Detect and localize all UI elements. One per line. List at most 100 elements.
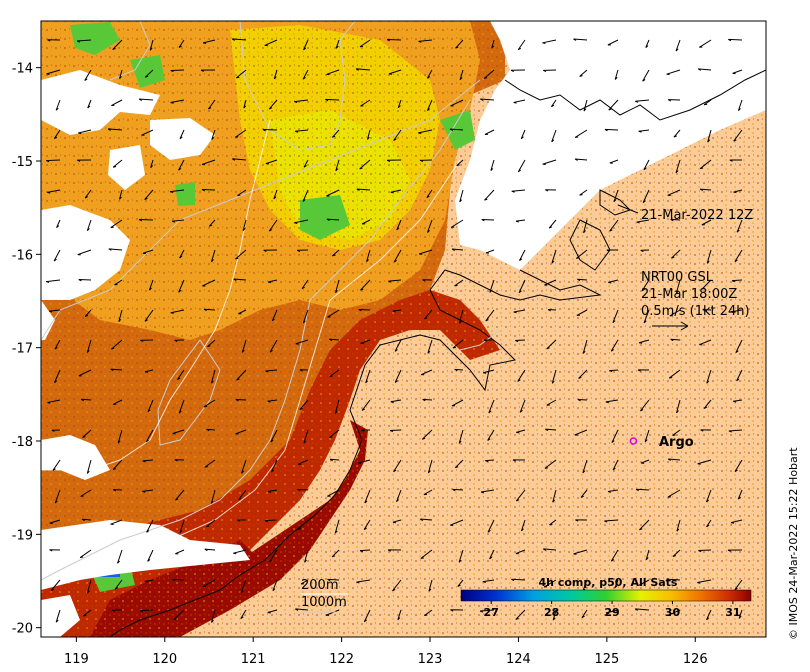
current-vector-head bbox=[144, 580, 148, 583]
current-vector bbox=[393, 459, 402, 473]
current-vector bbox=[548, 219, 557, 229]
current-vector bbox=[610, 339, 619, 352]
argo-float-marker[interactable] bbox=[629, 437, 638, 445]
current-vector bbox=[675, 159, 681, 173]
contour-200m-label: 200m bbox=[301, 578, 338, 593]
current-vector bbox=[303, 429, 309, 444]
current-vector bbox=[365, 369, 371, 384]
current-vector bbox=[480, 489, 495, 493]
current-vector-head bbox=[611, 559, 615, 562]
current-vector bbox=[238, 489, 247, 501]
current-vector bbox=[361, 219, 371, 225]
current-vector-head bbox=[458, 559, 462, 563]
current-vector-head bbox=[178, 45, 182, 48]
current-vector bbox=[573, 38, 588, 41]
current-vector-head bbox=[670, 218, 674, 222]
current-vector bbox=[329, 338, 340, 341]
current-vector-head bbox=[734, 587, 738, 591]
current-vector bbox=[303, 39, 309, 51]
scale-arrow bbox=[652, 321, 689, 331]
current-vector bbox=[579, 189, 588, 196]
current-vector-head bbox=[389, 430, 394, 433]
current-vector bbox=[551, 99, 557, 107]
x-tick-label: 125 bbox=[594, 652, 619, 667]
current-vector bbox=[675, 279, 681, 294]
current-vector-head bbox=[47, 191, 51, 194]
current-vector bbox=[701, 279, 712, 290]
current-vector-head bbox=[520, 136, 524, 140]
current-vector-head bbox=[114, 587, 119, 590]
current-vector bbox=[545, 428, 557, 431]
current-vector bbox=[515, 489, 526, 502]
current-vector bbox=[204, 459, 216, 468]
current-vector-head bbox=[635, 100, 639, 103]
current-vector-head bbox=[419, 159, 424, 162]
current-vector bbox=[170, 189, 185, 193]
current-vector-head bbox=[236, 378, 240, 381]
current-vector bbox=[145, 429, 154, 443]
current-vector bbox=[110, 519, 123, 525]
current-vector bbox=[294, 99, 309, 103]
current-vector-head bbox=[547, 309, 551, 312]
current-vector-head bbox=[575, 519, 579, 522]
current-vector bbox=[144, 369, 154, 373]
current-vector-head bbox=[236, 76, 240, 79]
current-vector bbox=[108, 248, 123, 251]
current-vector bbox=[56, 219, 61, 228]
current-vector-head bbox=[265, 370, 269, 373]
current-vector-head bbox=[231, 38, 235, 41]
current-vector bbox=[210, 369, 216, 384]
current-vector bbox=[360, 99, 371, 107]
current-vector bbox=[738, 609, 743, 619]
current-vector-head bbox=[366, 259, 369, 262]
current-vector-head bbox=[605, 612, 610, 614]
current-vector-head bbox=[204, 548, 208, 552]
current-vector bbox=[179, 129, 185, 139]
current-vector-head bbox=[614, 76, 618, 80]
current-vector-head bbox=[490, 168, 494, 171]
current-vector-head bbox=[667, 458, 672, 461]
current-vector-head bbox=[335, 45, 339, 49]
current-vector-head bbox=[365, 380, 369, 384]
current-vector-head bbox=[269, 350, 273, 353]
current-vector-head bbox=[358, 309, 362, 312]
current-vector bbox=[640, 459, 650, 464]
current-vector bbox=[611, 429, 619, 443]
current-vector bbox=[484, 129, 495, 135]
current-vector-head bbox=[420, 518, 424, 521]
current-vector-head bbox=[644, 439, 648, 443]
current-vector bbox=[515, 609, 526, 620]
current-vector bbox=[84, 189, 92, 199]
current-vector bbox=[206, 428, 216, 431]
current-vector-head bbox=[606, 249, 610, 252]
y-tick-label: -16 bbox=[12, 248, 33, 263]
current-vector bbox=[450, 219, 464, 228]
current-vector bbox=[78, 129, 92, 134]
current-vector-head bbox=[452, 488, 456, 492]
current-vector-head bbox=[424, 317, 428, 320]
current-vector bbox=[146, 519, 154, 533]
current-vector bbox=[118, 309, 123, 322]
current-vector-head bbox=[517, 379, 521, 382]
current-vector-head bbox=[613, 199, 617, 202]
current-vector bbox=[112, 39, 123, 50]
current-vector bbox=[643, 159, 650, 170]
current-vector-head bbox=[422, 279, 426, 282]
current-vector bbox=[552, 489, 557, 503]
current-vector-head bbox=[641, 288, 645, 292]
current-vector bbox=[204, 548, 216, 551]
current-vector-head bbox=[240, 590, 244, 594]
current-vector bbox=[491, 39, 495, 49]
current-vector bbox=[301, 279, 309, 289]
current-vector bbox=[645, 39, 650, 48]
current-vector bbox=[359, 39, 371, 48]
current-vector-head bbox=[393, 259, 397, 263]
current-vector-head bbox=[360, 288, 364, 291]
current-vector bbox=[201, 159, 216, 165]
current-vector-head bbox=[544, 467, 548, 469]
current-vector-head bbox=[78, 279, 82, 282]
current-vector bbox=[614, 579, 619, 589]
current-vector-head bbox=[299, 407, 303, 411]
current-vector bbox=[172, 219, 185, 222]
current-vector bbox=[235, 429, 247, 435]
